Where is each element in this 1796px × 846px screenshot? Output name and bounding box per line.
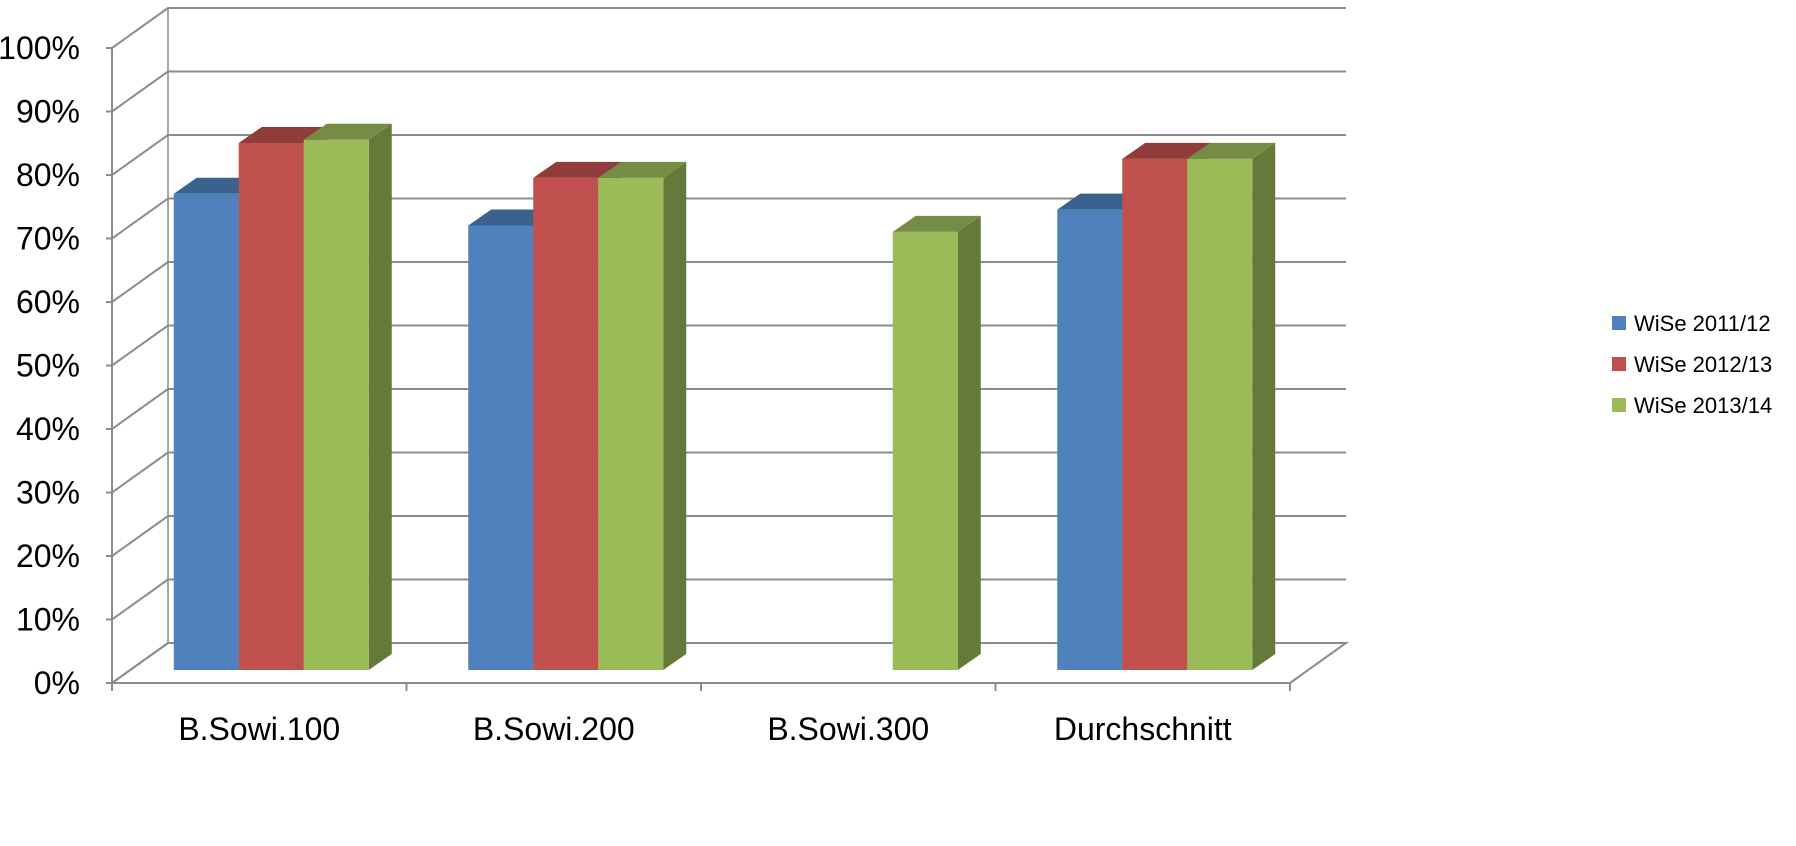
x-tick-label: B.Sowi.300 <box>767 711 929 747</box>
legend-label: WiSe 2012/13 <box>1634 352 1772 377</box>
x-tick-label: B.Sowi.200 <box>473 711 635 747</box>
legend-label: WiSe 2013/14 <box>1634 393 1772 418</box>
bar-top <box>303 123 392 140</box>
y-tick-label: 0% <box>34 665 80 701</box>
bar-front <box>238 142 304 670</box>
y-tick-label: 10% <box>16 602 80 638</box>
y-tick-label: 60% <box>16 284 80 320</box>
y-tick-label: 90% <box>16 94 80 130</box>
bar-top <box>533 161 622 178</box>
bar <box>1187 142 1276 670</box>
bar <box>598 161 687 670</box>
bar-front <box>598 177 664 670</box>
legend-swatch <box>1612 398 1626 412</box>
y-tick-label: 80% <box>16 157 80 193</box>
legend: WiSe 2011/12 WiSe 2012/13 WiSe 2013/14 <box>1612 311 1772 418</box>
bar-front <box>303 139 369 670</box>
bar-top <box>1187 142 1276 159</box>
bar-top <box>892 215 981 232</box>
legend-item: WiSe 2012/13 <box>1612 352 1772 377</box>
y-axis: 0% 10% 20% 30% 40% 50% 60% 70% 80% 90% 100% <box>0 30 113 701</box>
bar-front <box>1057 209 1123 670</box>
bar-front <box>533 177 599 670</box>
bar-front <box>892 231 958 670</box>
gridline <box>111 7 1346 49</box>
legend-swatch <box>1612 316 1626 330</box>
legend-swatch <box>1612 357 1626 371</box>
bar-front <box>468 225 534 670</box>
y-tick-label: 70% <box>16 221 80 257</box>
gridlines <box>111 7 1346 684</box>
x-tick-label: B.Sowi.100 <box>178 711 340 747</box>
bar <box>892 215 981 670</box>
y-tick-label: 100% <box>0 30 80 66</box>
bar <box>303 123 392 670</box>
y-tick-label: 20% <box>16 538 80 574</box>
x-tick-label: Durchschnitt <box>1054 711 1232 747</box>
bar-side <box>1252 142 1276 670</box>
bar-side <box>368 123 392 670</box>
legend-item: WiSe 2013/14 <box>1612 393 1772 418</box>
bar-top <box>598 161 687 178</box>
legend-label: WiSe 2011/12 <box>1634 311 1771 336</box>
bar-side <box>663 161 687 670</box>
bar-top <box>1122 142 1211 159</box>
gridline <box>111 70 1346 113</box>
bar-side <box>957 215 981 670</box>
bars <box>173 123 1276 670</box>
bar-front <box>1187 158 1253 670</box>
bar-front <box>173 193 239 670</box>
legend-item: WiSe 2011/12 <box>1612 311 1771 336</box>
bar-front <box>1122 158 1188 670</box>
y-tick-label: 40% <box>16 411 80 447</box>
bar-top <box>238 126 327 143</box>
y-tick-label: 50% <box>16 348 80 384</box>
y-tick-label: 30% <box>16 475 80 511</box>
x-axis: B.Sowi.100 B.Sowi.200 B.Sowi.300 Durchschni… <box>111 682 1291 747</box>
